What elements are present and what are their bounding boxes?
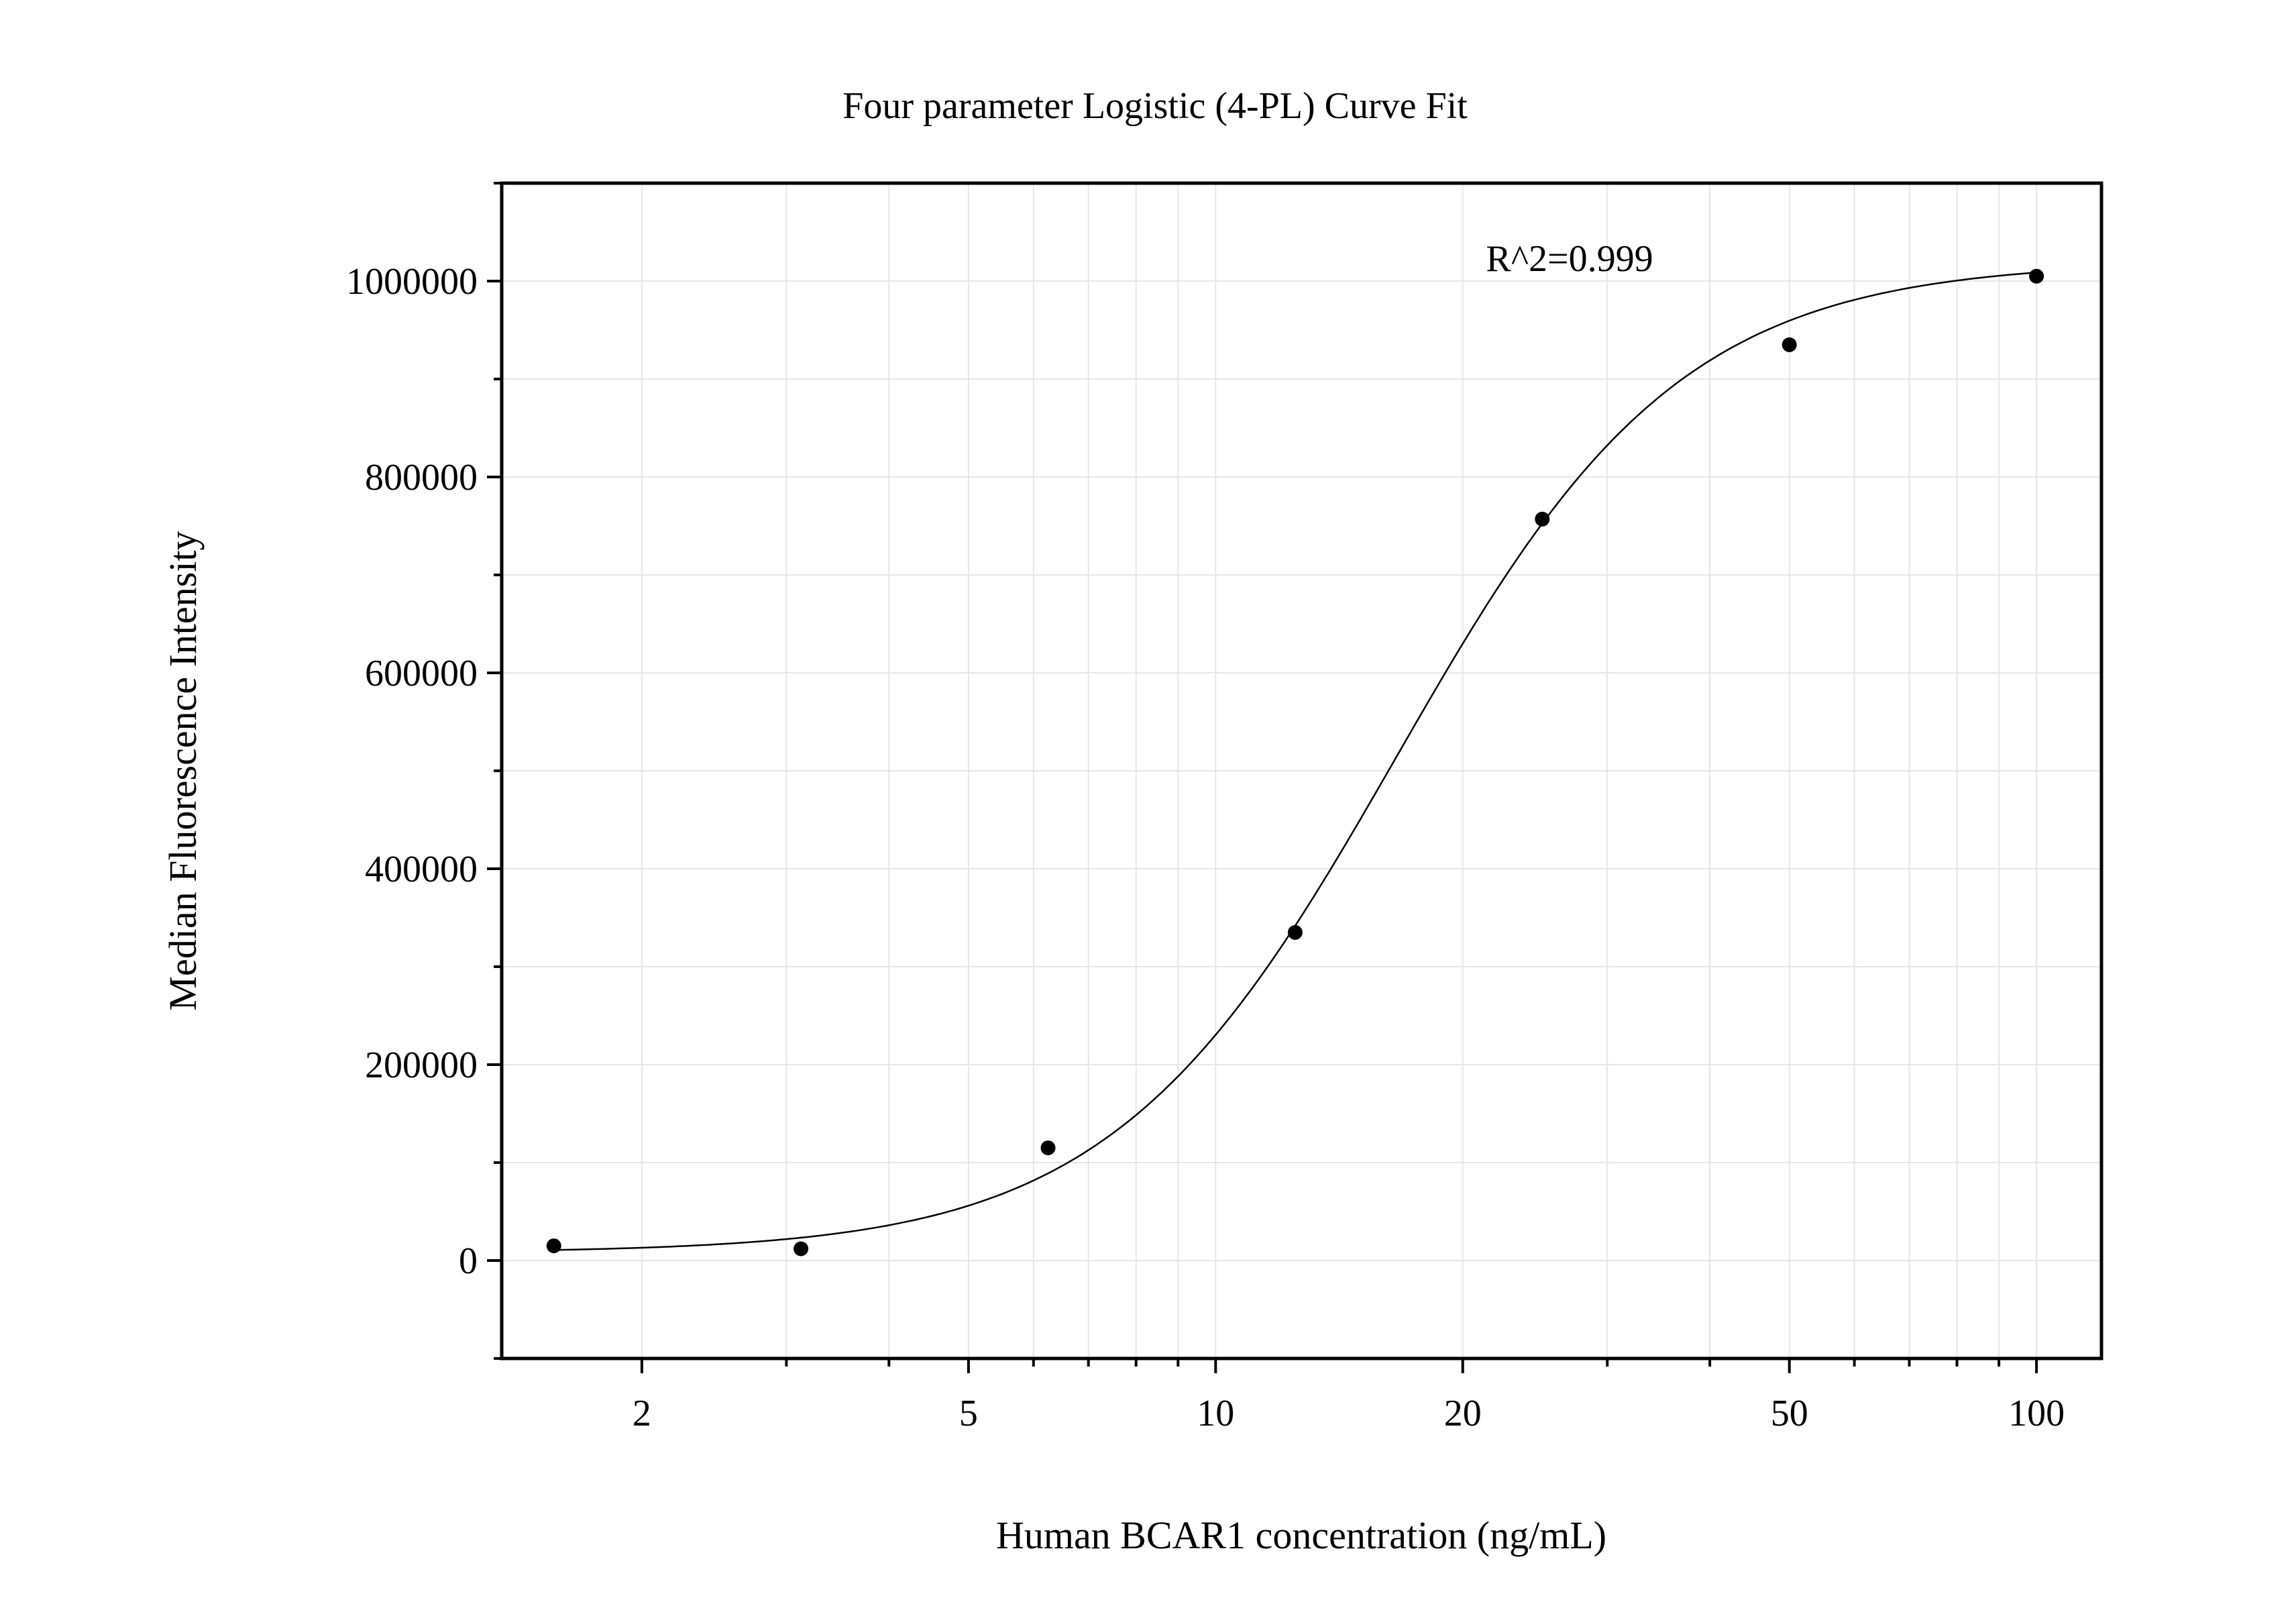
chart-title: Four parameter Logistic (4-PL) Curve Fit (842, 85, 1468, 127)
grid (502, 183, 2101, 1358)
data-points (546, 268, 2044, 1257)
x-axis-label: Human BCAR1 concentration (ng/mL) (996, 1513, 1606, 1557)
y-tick-label: 0 (459, 1240, 478, 1282)
y-axis: 0 200000 400000 600000 800000 1000000 (346, 182, 502, 1360)
data-point (1782, 337, 1797, 352)
data-point (794, 1241, 809, 1257)
x-tick-label: 2 (633, 1393, 651, 1434)
y-tick-label: 400000 (365, 849, 478, 890)
y-tick-label: 800000 (365, 457, 478, 498)
x-tick-label: 10 (1197, 1393, 1234, 1434)
data-point (1287, 924, 1303, 940)
x-tick-label: 50 (1771, 1393, 1808, 1434)
y-tick-label: 1000000 (346, 261, 478, 303)
x-tick-label: 5 (959, 1393, 978, 1434)
data-point (546, 1238, 561, 1254)
annotation-r-squared: R^2=0.999 (1486, 238, 1653, 280)
x-axis: 2 5 10 20 50 100 (633, 1358, 2065, 1434)
y-axis-label: Median Fluorescence Intensity (161, 531, 205, 1010)
y-tick-label: 200000 (365, 1045, 478, 1086)
data-point (1535, 511, 1550, 527)
x-tick-label: 100 (2008, 1393, 2065, 1434)
x-tick-label: 20 (1444, 1393, 1482, 1434)
data-point (2029, 268, 2044, 284)
y-tick-label: 600000 (365, 653, 478, 694)
data-point (1040, 1140, 1056, 1156)
